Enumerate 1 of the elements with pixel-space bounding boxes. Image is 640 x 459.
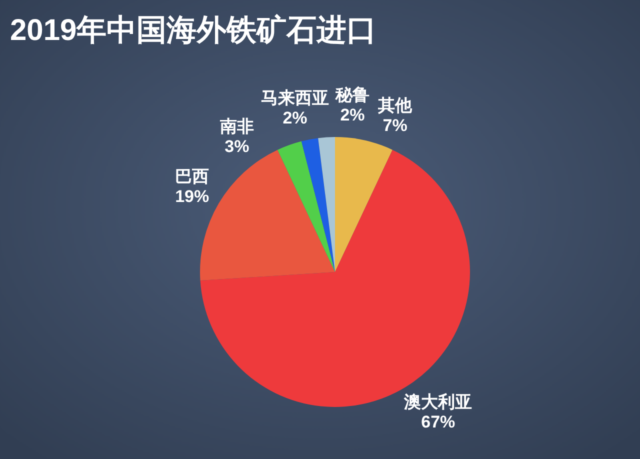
title: 2019年中国海外铁矿石进口 (10, 14, 377, 47)
